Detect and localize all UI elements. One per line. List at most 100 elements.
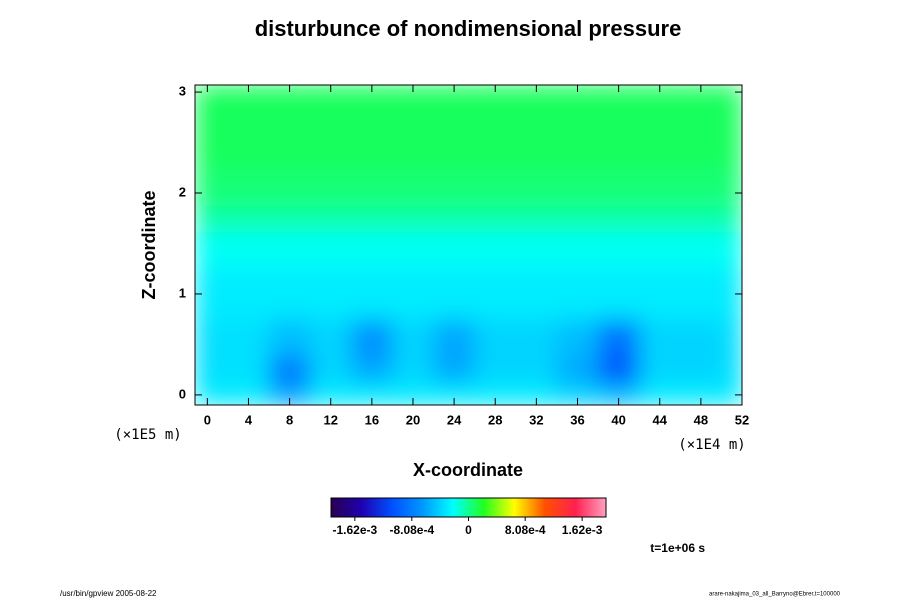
x-tick-label: 36 (570, 412, 584, 427)
x-tick-label: 48 (694, 412, 708, 427)
field-cell (598, 357, 640, 383)
x-tick-label: 12 (323, 412, 337, 427)
field-cell (680, 167, 722, 207)
field-cell (515, 319, 558, 358)
field-cell (227, 117, 270, 169)
field-cell (195, 382, 229, 405)
field-cell (392, 230, 435, 270)
field-cell (721, 117, 742, 169)
field-cell (474, 117, 517, 169)
field-cell (433, 230, 476, 270)
field-cell (310, 319, 352, 358)
field-cell (195, 117, 229, 169)
field-cell (392, 319, 435, 358)
x-tick-label: 52 (735, 412, 749, 427)
colorbar-tick-label: 1.62e-3 (562, 523, 603, 537)
colorbar-tick-label: -1.62e-3 (333, 523, 378, 537)
field-cell (639, 117, 681, 169)
field-cell (351, 382, 393, 405)
field-cell (392, 357, 435, 383)
field-cell (680, 319, 722, 358)
x-tick-label: 16 (365, 412, 379, 427)
field-cell (598, 230, 640, 270)
field-cell (227, 319, 270, 358)
field-cell (392, 117, 435, 169)
field-cell (227, 230, 270, 270)
field-cell (195, 319, 229, 358)
field-cell (195, 205, 229, 232)
field-cell (639, 167, 681, 207)
y-tick-label: 2 (179, 184, 186, 199)
field-cell (474, 167, 517, 207)
time-label: t=1e+06 s (650, 541, 705, 555)
field-cell (351, 167, 393, 207)
field-cell (556, 382, 599, 405)
field-cell (351, 117, 393, 169)
field-cell (227, 382, 270, 405)
field-cell (598, 167, 640, 207)
field-cell (556, 319, 599, 358)
field-cell (721, 382, 742, 405)
x-tick-label: 8 (286, 412, 293, 427)
field-cell (310, 357, 352, 383)
field-cell (598, 382, 640, 405)
x-tick-label: 20 (406, 412, 420, 427)
field-cell (474, 382, 517, 405)
field-cell (639, 357, 681, 383)
field-cell (639, 230, 681, 270)
field-cell (474, 357, 517, 383)
field-cell (310, 230, 352, 270)
field-cell (310, 167, 352, 207)
field-cell (474, 205, 517, 232)
field-cell (351, 230, 393, 270)
field-cell (598, 117, 640, 169)
field-cell (515, 167, 558, 207)
field-cell (556, 268, 599, 320)
field-cell (351, 319, 393, 358)
field-cell (310, 205, 352, 232)
field-cell (598, 319, 640, 358)
field-cell (721, 357, 742, 383)
x-tick-label: 4 (245, 412, 253, 427)
field-cell (269, 205, 311, 232)
field-cell (433, 167, 476, 207)
field-cell (227, 205, 270, 232)
y-tick-label: 3 (179, 84, 186, 99)
field-cell (433, 117, 476, 169)
field-cell (556, 167, 599, 207)
field-cell (433, 319, 476, 358)
field-cell (474, 268, 517, 320)
colorbar-tick-label: -8.08e-4 (389, 523, 434, 537)
field-cell (392, 268, 435, 320)
x-axis-label: X-coordinate (413, 460, 523, 480)
footer-right: arare-nakajima_03_all_Barryno@Ebrer,t=10… (709, 592, 841, 598)
field-cell (639, 319, 681, 358)
field-cell (721, 85, 742, 118)
field-cell (269, 319, 311, 358)
x-tick-label: 32 (529, 412, 543, 427)
field-cell (680, 357, 722, 383)
y-tick-label: 1 (179, 285, 186, 300)
field-cell (680, 117, 722, 169)
field-cell (269, 117, 311, 169)
colorbar-tick-label: 8.08e-4 (505, 523, 546, 537)
field-cell (680, 382, 722, 405)
field-cell (269, 382, 311, 405)
field-cell (721, 205, 742, 232)
y-axis-label: Z-coordinate (139, 190, 159, 299)
field-cell (227, 268, 270, 320)
field-cell (515, 268, 558, 320)
field-cell (474, 230, 517, 270)
field-cell (680, 205, 722, 232)
field-cell (227, 357, 270, 383)
field-cell (556, 205, 599, 232)
field (195, 85, 742, 405)
plot-area (195, 85, 742, 405)
field-cell (195, 85, 229, 118)
field-cell (598, 205, 640, 232)
field-cell (639, 205, 681, 232)
field-cell (515, 117, 558, 169)
field-cell (556, 117, 599, 169)
x-tick-label: 24 (447, 412, 462, 427)
